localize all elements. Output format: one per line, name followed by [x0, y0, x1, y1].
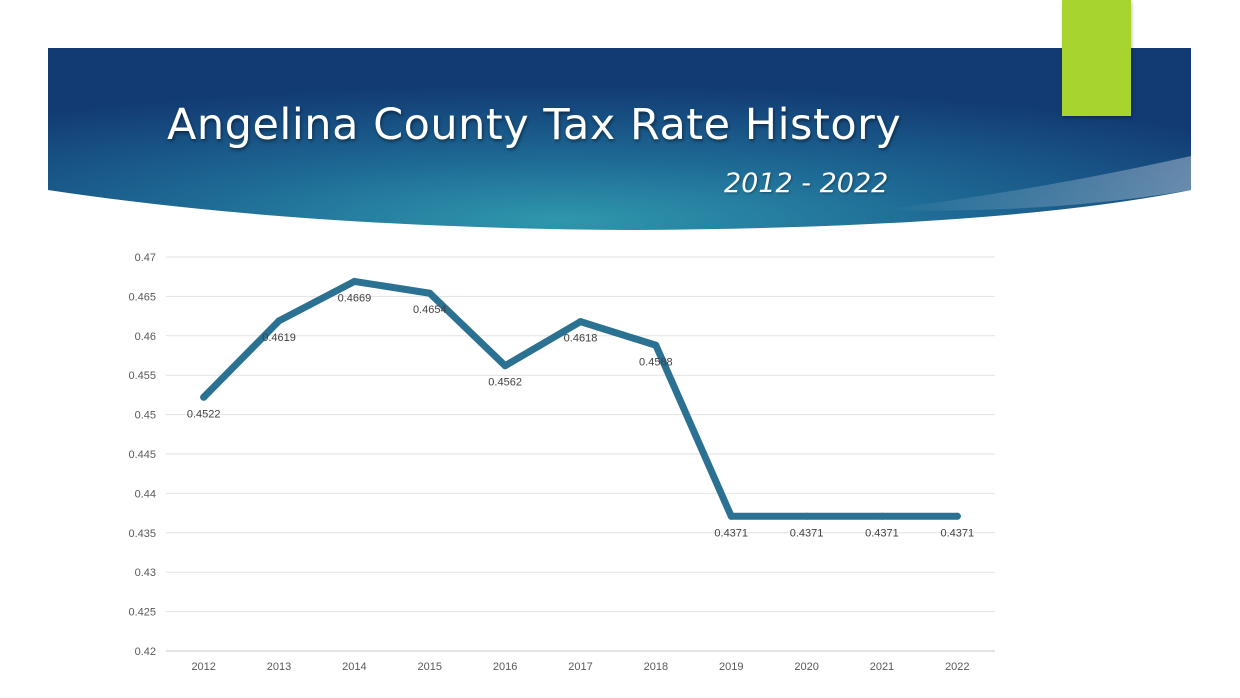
data-label: 0.4371	[790, 527, 824, 539]
y-tick-label: 0.47	[135, 252, 156, 264]
series-line	[200, 277, 961, 520]
title-banner	[48, 48, 1191, 230]
data-label: 0.4588	[639, 356, 673, 368]
data-point	[501, 362, 509, 370]
data-label: 0.4371	[714, 527, 748, 539]
data-point	[426, 289, 434, 297]
data-label: 0.4618	[564, 333, 598, 345]
data-point	[577, 318, 584, 326]
data-point	[652, 341, 660, 349]
y-tick-label: 0.465	[128, 291, 156, 303]
data-label: 0.4654	[413, 304, 447, 316]
slide-title: Angelina County Tax Rate History	[167, 100, 902, 150]
y-tick-label: 0.455	[128, 370, 156, 382]
data-point	[953, 512, 961, 520]
accent-rectangle	[1062, 0, 1131, 116]
data-point	[200, 393, 208, 401]
data-point	[803, 512, 811, 520]
x-tick-label: 2018	[644, 661, 668, 673]
x-tick-label: 2019	[719, 661, 743, 673]
data-point	[727, 512, 735, 520]
data-point	[350, 277, 358, 285]
data-point	[275, 317, 283, 325]
x-tick-label: 2021	[870, 661, 894, 673]
data-label: 0.4522	[187, 408, 221, 420]
x-tick-label: 2020	[794, 661, 818, 673]
y-tick-label: 0.435	[128, 528, 156, 540]
x-tick-label: 2017	[568, 661, 592, 673]
y-tick-label: 0.45	[135, 410, 156, 422]
y-tick-label: 0.46	[135, 331, 156, 343]
data-label: 0.4619	[262, 332, 296, 344]
x-tick-label: 2015	[418, 661, 442, 673]
data-label: 0.4669	[338, 292, 372, 304]
x-tick-label: 2014	[342, 661, 366, 673]
slide-subtitle: 2012 - 2022	[724, 168, 889, 199]
y-tick-label: 0.43	[135, 567, 156, 579]
y-tick-label: 0.42	[135, 646, 156, 658]
x-tick-label: 2012	[191, 661, 215, 673]
x-tick-label: 2016	[493, 661, 517, 673]
data-label: 0.4371	[865, 527, 899, 539]
x-tick-label: 2013	[267, 661, 291, 673]
x-tick-label: 2022	[945, 661, 969, 673]
data-point	[878, 512, 886, 520]
data-label: 0.4562	[488, 377, 522, 389]
y-tick-label: 0.445	[128, 449, 156, 461]
y-tick-label: 0.44	[135, 488, 156, 500]
data-label: 0.4371	[940, 527, 974, 539]
y-tick-label: 0.425	[128, 607, 156, 619]
